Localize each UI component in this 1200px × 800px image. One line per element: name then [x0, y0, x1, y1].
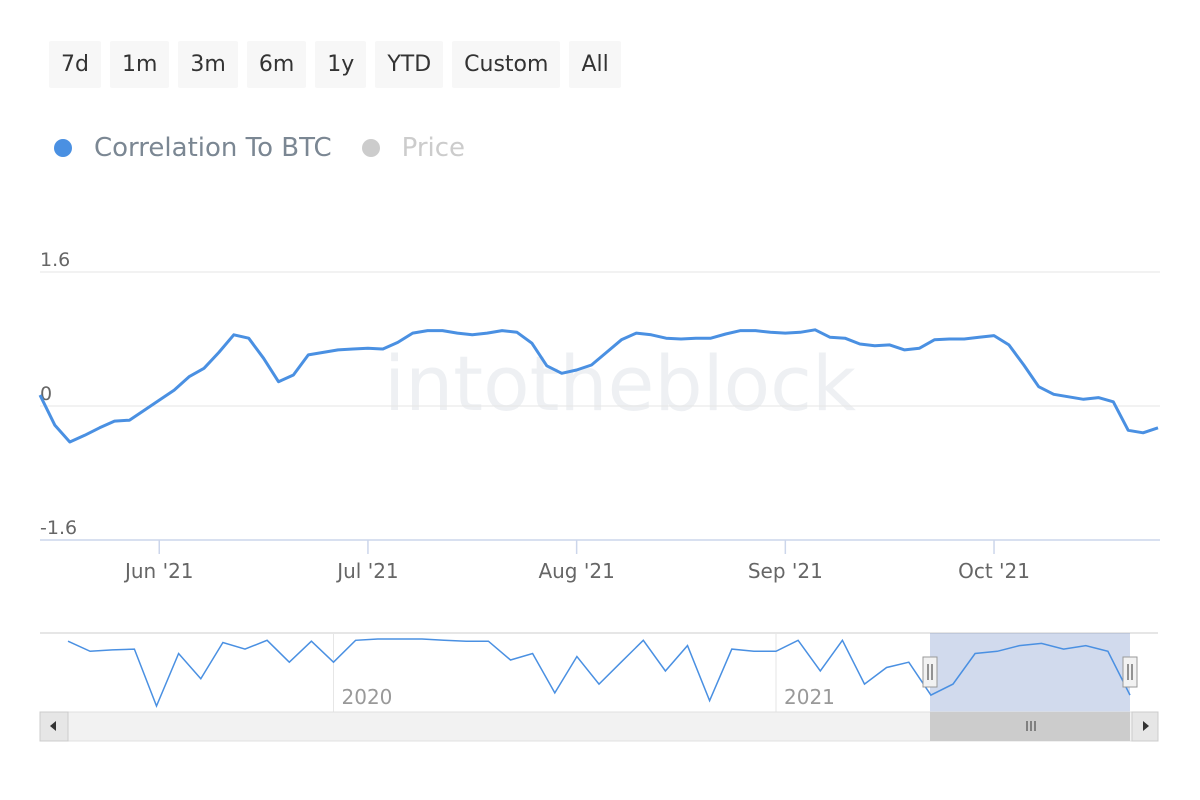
legend-marker [361, 139, 380, 157]
y-tick-label: -1.6 [40, 517, 77, 539]
scroll-left-arrow [50, 721, 56, 731]
range-button[interactable]: 7d [49, 41, 101, 88]
navigator-handle [922, 656, 938, 688]
x-tick-label: Oct '21 [958, 559, 1030, 583]
range-button[interactable]: 3m [178, 41, 238, 88]
navigator-selection [930, 633, 1130, 712]
navigator-label: 2020 [342, 685, 393, 709]
legend-label: Price [401, 133, 466, 163]
range-button[interactable]: 6m [246, 41, 307, 88]
legend-marker [54, 139, 72, 157]
scrollbar-thumb [930, 712, 1130, 741]
y-tick-label: 1.6 [40, 249, 70, 271]
legend-item[interactable]: Correlation To BTC [54, 133, 332, 163]
range-buttons: 7d 1m 3m 6m 1y YTD Custom All [49, 41, 621, 88]
legend-item[interactable]: Price [361, 133, 466, 163]
x-tick-label: Aug '21 [538, 559, 614, 583]
scroll-right-arrow [1143, 721, 1149, 731]
range-button[interactable]: Custom [452, 41, 561, 88]
range-button[interactable]: 1y [315, 41, 367, 88]
watermark: intotheblock [384, 339, 856, 428]
x-tick-label: Jul '21 [335, 559, 398, 583]
range-button[interactable]: YTD [375, 41, 444, 88]
navigator-label: 2021 [784, 685, 835, 709]
x-tick-label: Sep '21 [748, 559, 823, 583]
series-line [38, 328, 1159, 444]
navigator-line [67, 638, 1131, 708]
legend: Correlation To BTC Price [54, 133, 465, 163]
range-button[interactable]: All [569, 41, 621, 88]
legend-label: Correlation To BTC [94, 133, 332, 163]
range-button[interactable]: 1m [109, 41, 170, 88]
navigator-handle [1122, 656, 1138, 688]
x-tick-label: Jun '21 [123, 559, 194, 583]
